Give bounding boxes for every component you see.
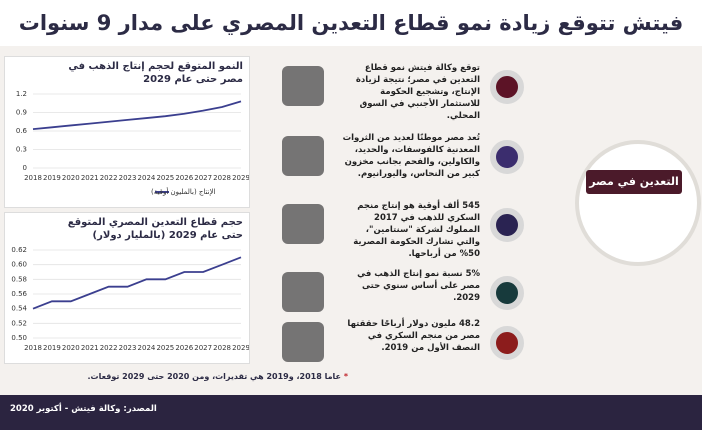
item-dot xyxy=(490,208,524,242)
y-tick-label: 0 xyxy=(23,164,27,172)
item-dot xyxy=(490,140,524,174)
footer xyxy=(0,395,702,430)
item-icon xyxy=(282,322,324,362)
line xyxy=(32,100,242,131)
x-tick-label: 2027 xyxy=(194,174,212,182)
title: فيتش تتوقع زيادة نمو قطاع التعدين المصري… xyxy=(0,0,702,46)
x-tick-label: 2022 xyxy=(100,174,118,182)
y-tick-label: 0.3 xyxy=(16,146,27,154)
line xyxy=(32,256,242,310)
x-tick-label: 2021 xyxy=(81,344,99,352)
x-tick-label: 2026 xyxy=(175,174,193,182)
y-tick-label: 1.2 xyxy=(16,90,27,98)
x-tick-label: 2018 xyxy=(24,344,42,352)
note: * عاما 2018، و2019 هي تقديرات، ومن 2020 … xyxy=(18,372,349,381)
item-dot xyxy=(490,276,524,310)
y-tick-label: 0.6 xyxy=(16,127,28,135)
hub-label: التعدين في مصر xyxy=(586,170,682,194)
x-tick-label: 2028 xyxy=(213,174,231,182)
note-text: عاما 2018، و2019 هي تقديرات، ومن 2020 حت… xyxy=(87,372,342,381)
x-tick-label: 2024 xyxy=(138,344,156,352)
x-tick-label: 2025 xyxy=(156,174,174,182)
y-tick-label: 0.56 xyxy=(11,290,27,298)
chart-title: النمو المتوقع لحجم إنتاج الذهب في مصر حت… xyxy=(68,61,243,85)
chart-box: النمو المتوقع لحجم إنتاج الذهب في مصر حت… xyxy=(4,56,250,208)
x-tick-label: 2027 xyxy=(194,344,212,352)
chart: 0.50 0.52 0.54 0.56 0.58 0.60 0.62 2018 2019 2020… xyxy=(11,246,250,352)
source: المصدر: وكالة فيتش - أكتوبر 2020 xyxy=(10,404,157,414)
item-text: تُعد مصر موطنًا لعديد من الثروات المعدني… xyxy=(342,133,480,179)
x-tick-label: 2029 xyxy=(232,344,249,352)
x-tick-label: 2023 xyxy=(119,344,137,352)
y-tick-label: 0.52 xyxy=(11,319,27,327)
x-tick-label: 2025 xyxy=(156,344,174,352)
y-tick-label: 0.60 xyxy=(11,261,27,269)
x-tick-label: 2029 xyxy=(232,174,249,182)
x-tick-label: 2022 xyxy=(100,344,118,352)
item-icon xyxy=(282,66,324,106)
y-tick-label: 0.58 xyxy=(11,275,27,283)
item-text: 545 ألف أوقية هو إنتاج منجم السكري للذهب… xyxy=(353,201,480,259)
x-tick-label: 2021 xyxy=(81,174,99,182)
x-tick-label: 2020 xyxy=(62,344,80,352)
item-icon xyxy=(282,272,324,312)
x-tick-label: 2023 xyxy=(119,174,137,182)
note-marker: * xyxy=(343,372,348,381)
item-dot xyxy=(490,70,524,104)
x-tick-label: 2026 xyxy=(175,344,193,352)
x-tick-label: 2028 xyxy=(213,344,231,352)
item-text: 48.2 مليون دولار أرباحًا حققتها مصر من م… xyxy=(347,319,480,353)
y-tick-label: 0.50 xyxy=(11,334,27,342)
y-tick-label: 0.54 xyxy=(11,305,27,313)
x-tick-label: 2019 xyxy=(43,344,61,352)
x-tick-label: 2024 xyxy=(138,174,156,182)
x-tick-label: 2018 xyxy=(24,174,42,182)
hub-circle xyxy=(575,140,701,266)
item-dot xyxy=(490,326,524,360)
legend-label: الإنتاج (بالمليون أوقية) xyxy=(151,187,216,196)
chart-box: حجم قطاع التعدين المصري المتوقع حتى عام … xyxy=(4,212,250,364)
item-icon xyxy=(282,136,324,176)
chart-title: حجم قطاع التعدين المصري المتوقع حتى عام … xyxy=(67,217,243,241)
y-tick-label: 0.62 xyxy=(11,246,27,254)
x-tick-label: 2019 xyxy=(43,174,61,182)
item-text: 5% نسبة نمو إنتاج الذهب في مصر على أساس … xyxy=(357,269,480,303)
y-tick-label: 0.9 xyxy=(16,109,27,117)
item-icon xyxy=(282,204,324,244)
x-tick-label: 2020 xyxy=(62,174,80,182)
item-text: توقع وكالة فيتش نمو قطاع التعدين في مصر؛… xyxy=(355,63,480,121)
